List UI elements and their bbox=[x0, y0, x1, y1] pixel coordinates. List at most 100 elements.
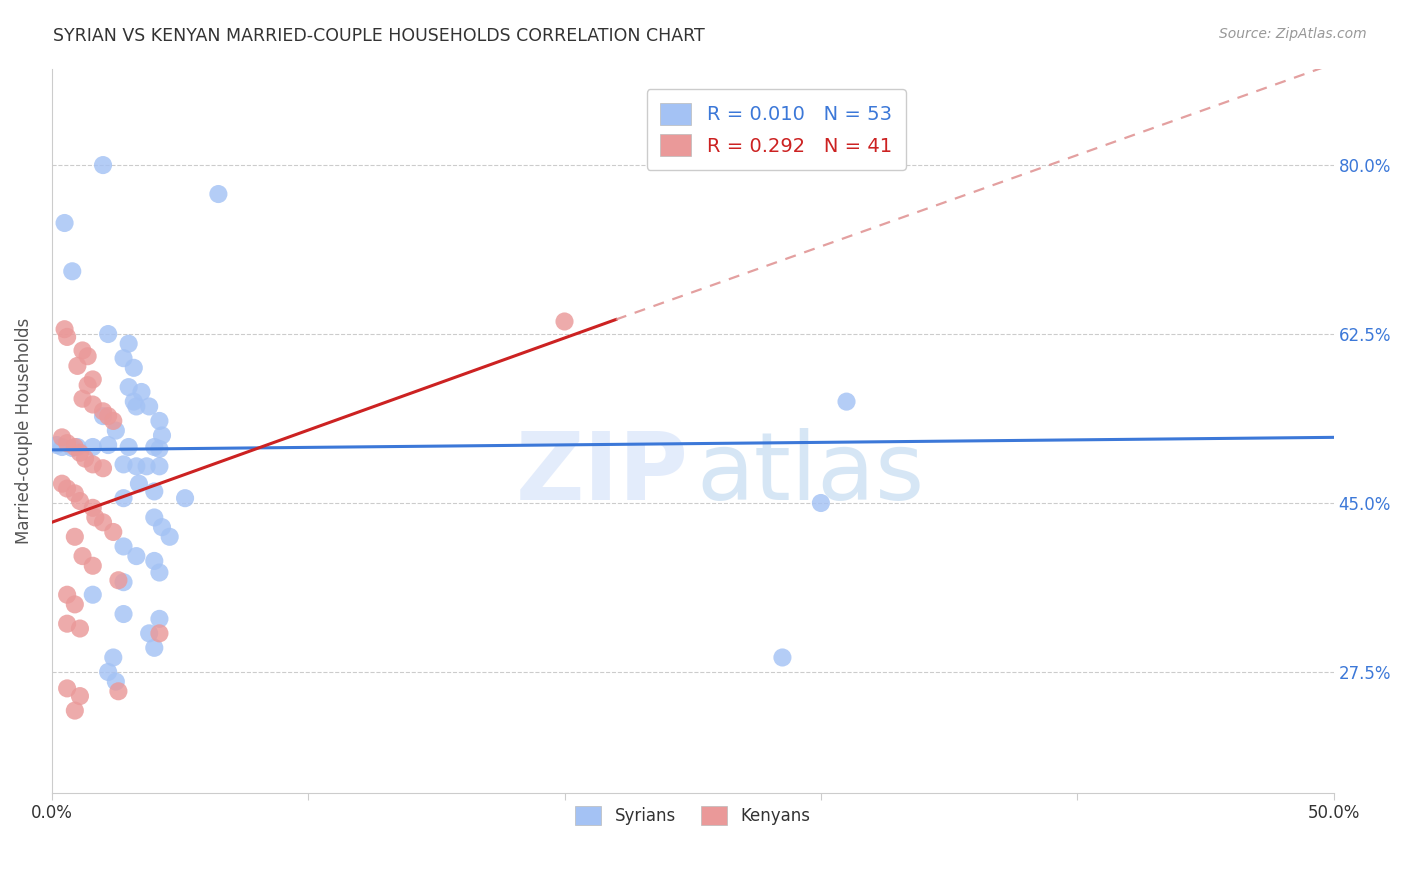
Y-axis label: Married-couple Households: Married-couple Households bbox=[15, 318, 32, 544]
Point bbox=[63, 486, 86, 500]
Point bbox=[148, 414, 170, 428]
Point bbox=[143, 640, 166, 655]
Point bbox=[91, 461, 114, 475]
Point bbox=[122, 394, 145, 409]
Point bbox=[112, 575, 135, 590]
Point bbox=[138, 626, 160, 640]
Point bbox=[76, 378, 98, 392]
Point bbox=[131, 384, 153, 399]
Point bbox=[103, 524, 125, 539]
Point bbox=[69, 446, 91, 460]
Text: ZIP: ZIP bbox=[516, 428, 689, 520]
Point bbox=[63, 598, 86, 612]
Point bbox=[148, 459, 170, 474]
Point bbox=[76, 349, 98, 363]
Point bbox=[103, 650, 125, 665]
Point bbox=[553, 314, 575, 328]
Point bbox=[56, 482, 79, 496]
Point bbox=[56, 330, 79, 344]
Point bbox=[51, 440, 73, 454]
Point bbox=[112, 351, 135, 366]
Point bbox=[51, 430, 73, 444]
Text: atlas: atlas bbox=[696, 428, 925, 520]
Point bbox=[128, 476, 150, 491]
Point bbox=[174, 491, 197, 505]
Point bbox=[107, 684, 129, 698]
Point bbox=[91, 409, 114, 423]
Point bbox=[138, 400, 160, 414]
Point bbox=[82, 397, 104, 411]
Point bbox=[82, 500, 104, 515]
Point bbox=[125, 549, 148, 563]
Point bbox=[143, 510, 166, 524]
Point bbox=[69, 689, 91, 703]
Point bbox=[63, 530, 86, 544]
Point bbox=[72, 392, 94, 406]
Point bbox=[207, 187, 229, 202]
Point bbox=[97, 438, 120, 452]
Point bbox=[91, 404, 114, 418]
Point bbox=[69, 622, 91, 636]
Point bbox=[82, 558, 104, 573]
Point bbox=[60, 441, 83, 455]
Point bbox=[135, 459, 157, 474]
Point bbox=[82, 372, 104, 386]
Point bbox=[143, 554, 166, 568]
Point bbox=[118, 380, 141, 394]
Text: SYRIAN VS KENYAN MARRIED-COUPLE HOUSEHOLDS CORRELATION CHART: SYRIAN VS KENYAN MARRIED-COUPLE HOUSEHOL… bbox=[53, 27, 706, 45]
Point bbox=[112, 458, 135, 472]
Point bbox=[69, 494, 91, 508]
Point bbox=[112, 540, 135, 554]
Point bbox=[835, 394, 858, 409]
Point bbox=[150, 428, 173, 442]
Point bbox=[122, 360, 145, 375]
Point bbox=[143, 484, 166, 499]
Point bbox=[72, 549, 94, 563]
Point bbox=[148, 566, 170, 580]
Point bbox=[82, 440, 104, 454]
Point bbox=[107, 573, 129, 587]
Point bbox=[72, 343, 94, 358]
Point bbox=[159, 530, 181, 544]
Point bbox=[148, 626, 170, 640]
Point bbox=[75, 451, 97, 466]
Point bbox=[150, 520, 173, 534]
Point bbox=[66, 440, 89, 454]
Point bbox=[56, 616, 79, 631]
Point bbox=[103, 414, 125, 428]
Point bbox=[63, 704, 86, 718]
Point bbox=[97, 665, 120, 679]
Text: Source: ZipAtlas.com: Source: ZipAtlas.com bbox=[1219, 27, 1367, 41]
Point bbox=[66, 359, 89, 373]
Point bbox=[45, 438, 67, 452]
Point bbox=[82, 458, 104, 472]
Point bbox=[148, 442, 170, 456]
Point bbox=[97, 326, 120, 341]
Point bbox=[143, 440, 166, 454]
Point bbox=[53, 216, 76, 230]
Point bbox=[112, 491, 135, 505]
Point bbox=[63, 440, 86, 454]
Legend: Syrians, Kenyans: Syrians, Kenyans bbox=[565, 796, 821, 835]
Point bbox=[56, 681, 79, 696]
Point bbox=[810, 496, 832, 510]
Point bbox=[60, 264, 83, 278]
Point bbox=[770, 650, 793, 665]
Point bbox=[125, 400, 148, 414]
Point bbox=[118, 336, 141, 351]
Point bbox=[104, 424, 127, 438]
Point bbox=[82, 588, 104, 602]
Point bbox=[97, 409, 120, 423]
Point bbox=[118, 440, 141, 454]
Point bbox=[104, 674, 127, 689]
Point bbox=[125, 459, 148, 474]
Point bbox=[91, 158, 114, 172]
Point bbox=[51, 476, 73, 491]
Point bbox=[112, 607, 135, 621]
Point bbox=[56, 436, 79, 450]
Point bbox=[56, 588, 79, 602]
Point bbox=[148, 612, 170, 626]
Point bbox=[84, 510, 107, 524]
Point bbox=[91, 516, 114, 530]
Point bbox=[53, 322, 76, 336]
